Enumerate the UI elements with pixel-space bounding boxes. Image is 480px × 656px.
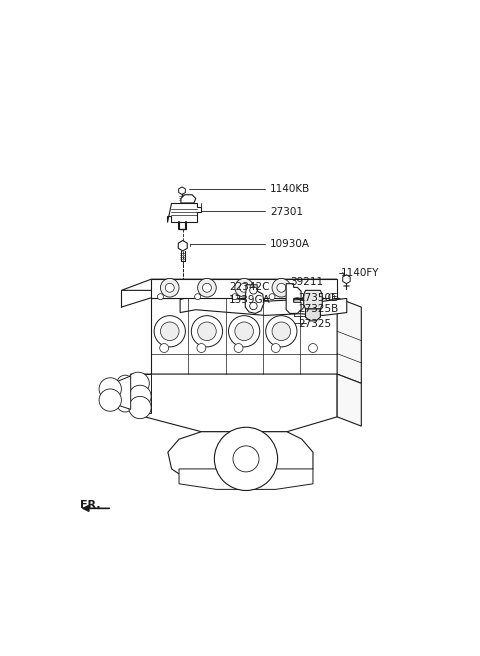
Circle shape (269, 294, 275, 300)
Text: 1339GA: 1339GA (229, 295, 271, 304)
Polygon shape (305, 309, 321, 321)
Text: 1140KB: 1140KB (270, 184, 311, 194)
Polygon shape (181, 195, 196, 203)
Circle shape (272, 322, 291, 340)
Circle shape (228, 316, 260, 347)
Circle shape (309, 344, 317, 352)
Circle shape (192, 316, 223, 347)
Polygon shape (180, 296, 347, 316)
Polygon shape (151, 279, 337, 298)
Polygon shape (343, 275, 350, 283)
Circle shape (215, 427, 277, 491)
Circle shape (165, 283, 174, 292)
Circle shape (154, 316, 185, 347)
Text: 27350E: 27350E (298, 293, 337, 303)
Text: FR.: FR. (81, 501, 101, 510)
Text: 27301: 27301 (270, 207, 303, 217)
Circle shape (240, 283, 249, 292)
Circle shape (235, 278, 253, 297)
Circle shape (99, 378, 121, 400)
Polygon shape (337, 298, 361, 383)
Circle shape (157, 294, 163, 300)
Text: 27325: 27325 (298, 319, 331, 329)
Polygon shape (121, 279, 337, 291)
Text: 39211: 39211 (290, 277, 324, 287)
Polygon shape (108, 376, 131, 409)
Circle shape (250, 287, 257, 294)
Circle shape (129, 396, 151, 419)
Circle shape (329, 294, 335, 300)
Circle shape (232, 294, 238, 300)
Circle shape (233, 446, 259, 472)
Text: 27325B: 27325B (298, 304, 338, 314)
Circle shape (234, 344, 243, 352)
Polygon shape (167, 203, 201, 222)
Circle shape (160, 344, 168, 352)
Circle shape (306, 294, 312, 300)
Circle shape (195, 294, 201, 300)
Circle shape (271, 344, 280, 352)
Polygon shape (179, 187, 185, 194)
Text: 1140FY: 1140FY (341, 268, 379, 277)
Polygon shape (286, 283, 301, 314)
Circle shape (160, 322, 179, 340)
Text: 22342C: 22342C (229, 281, 270, 292)
Circle shape (127, 372, 149, 394)
Circle shape (117, 375, 133, 392)
Polygon shape (178, 241, 187, 251)
Circle shape (117, 396, 133, 412)
Circle shape (160, 278, 179, 297)
Circle shape (99, 389, 121, 411)
Circle shape (235, 322, 253, 340)
Circle shape (203, 283, 211, 292)
Circle shape (117, 386, 133, 403)
Polygon shape (131, 374, 151, 413)
Circle shape (250, 302, 257, 310)
Circle shape (129, 385, 151, 407)
Polygon shape (304, 291, 322, 309)
Text: 10930A: 10930A (270, 239, 310, 249)
Circle shape (198, 322, 216, 340)
Polygon shape (151, 298, 337, 374)
Polygon shape (168, 432, 313, 485)
Circle shape (198, 278, 216, 297)
Polygon shape (131, 374, 337, 432)
Polygon shape (245, 285, 264, 314)
Circle shape (266, 316, 297, 347)
Circle shape (272, 278, 291, 297)
Polygon shape (337, 374, 361, 426)
Circle shape (197, 344, 206, 352)
Polygon shape (179, 469, 313, 489)
Circle shape (277, 283, 286, 292)
